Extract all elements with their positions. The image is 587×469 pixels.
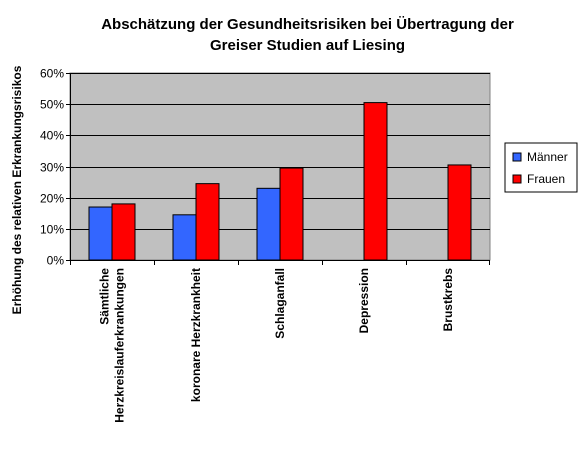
y-tick-label: 50% bbox=[40, 98, 64, 112]
bar-frauen-0 bbox=[111, 203, 136, 261]
y-axis-label: Erhöhung des relativen Erkrankungsrisiko… bbox=[10, 65, 24, 314]
chart-title-line-1: Abschätzung der Gesundheitsrisiken bei Ü… bbox=[101, 16, 514, 33]
legend-swatch-frauen bbox=[512, 174, 522, 184]
x-category-label: Herzkreislauferkrankungen bbox=[113, 268, 127, 423]
bar-maenner-0 bbox=[88, 206, 113, 261]
x-category-label: Schlaganfall bbox=[273, 268, 287, 339]
legend-box bbox=[504, 142, 578, 193]
bar-frauen-4 bbox=[447, 164, 472, 261]
legend: Männer Frauen bbox=[504, 142, 578, 193]
chart-title-line-2: Greiser Studien auf Liesing bbox=[209, 37, 406, 54]
x-category-label: Brustkrebs bbox=[441, 268, 455, 332]
y-tick-label: 30% bbox=[40, 161, 64, 175]
bar-frauen-1 bbox=[195, 183, 220, 261]
x-category-label: Depression bbox=[357, 268, 371, 333]
bars bbox=[88, 102, 472, 261]
bar-frauen-3 bbox=[363, 102, 388, 261]
legend-swatch-maenner bbox=[512, 152, 522, 162]
y-tick-label: 60% bbox=[40, 67, 64, 81]
x-category-label: Sämtliche bbox=[98, 268, 112, 325]
y-tick-label: 20% bbox=[40, 192, 64, 206]
x-category-label: koronare Herzkrankheit bbox=[189, 268, 203, 402]
bar-frauen-2 bbox=[279, 167, 304, 261]
y-tick-label: 40% bbox=[40, 129, 64, 143]
y-tick-label: 10% bbox=[40, 223, 64, 237]
axes: 0% 10% 20% 30% 40% 50% 60% Sämtliche Herzkreisla… bbox=[40, 67, 490, 423]
chart-title: Abschätzung der Gesundheitsrisiken bei Ü… bbox=[30, 14, 585, 56]
legend-label-frauen: Frauen bbox=[527, 172, 565, 186]
legend-label-maenner: Männer bbox=[527, 150, 568, 164]
bar-maenner-1 bbox=[172, 214, 197, 261]
y-tick-label: 0% bbox=[47, 254, 65, 268]
bar-maenner-2 bbox=[256, 187, 281, 261]
